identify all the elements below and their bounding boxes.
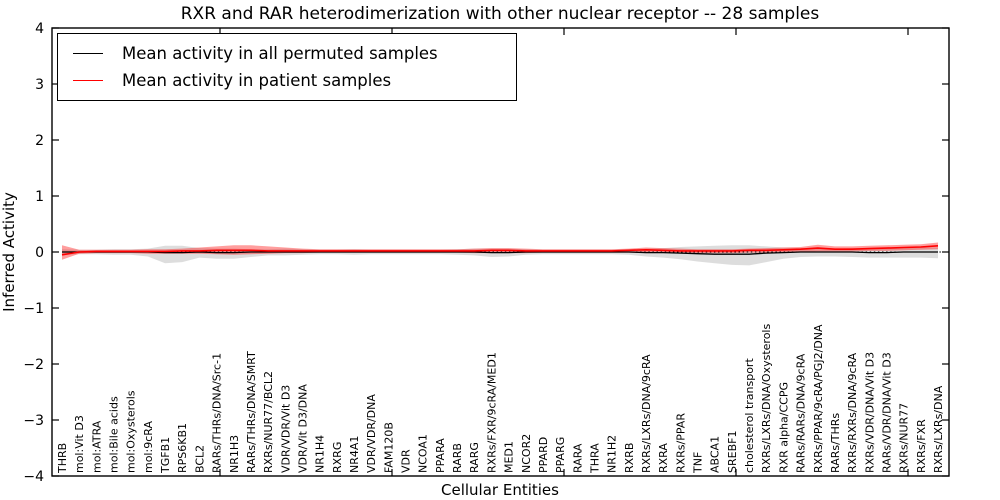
x-category-label: THRA: [589, 443, 602, 474]
x-category-label: RARs/THRs: [829, 413, 842, 473]
x-category-label: RXRs/PPAR/9cRA/PGJ2/DNA: [812, 324, 825, 473]
x-category-label: RXRs/LXRs/DNA/Oxysterols: [760, 324, 773, 473]
x-category-label: TGFB1: [159, 437, 172, 474]
y-tick-label: 4: [35, 21, 44, 37]
y-tick-label: −4: [23, 469, 44, 485]
x-category-label: RXRs/PPAR: [674, 413, 687, 473]
legend-item-patient: Mean activity in patient samples: [58, 67, 516, 94]
x-category-label: RXRs/LXRs/DNA: [932, 385, 945, 473]
y-tick-label: 3: [35, 77, 44, 93]
x-category-label: NR1H4: [314, 435, 327, 473]
x-category-label: RXRA: [657, 443, 670, 473]
x-category-label: RXRB: [623, 443, 636, 473]
patient-line-sample-icon: [73, 80, 103, 81]
legend: Mean activity in all permuted samples Me…: [57, 33, 517, 101]
y-tick-label: −1: [23, 301, 44, 317]
x-category-label: RXR alpha/CCPG: [777, 382, 790, 473]
legend-label-patient: Mean activity in patient samples: [122, 71, 392, 90]
x-category-label: mol:Bile acids: [108, 396, 121, 473]
x-category-label: RARA: [571, 443, 584, 473]
x-category-label: VDR/VDR/Vit D3: [279, 385, 292, 473]
x-category-label: RARs/THRs/DNA/Src-1: [211, 353, 224, 473]
y-tick-label: −3: [23, 413, 44, 429]
x-category-label: TNF: [692, 452, 705, 474]
x-category-label: RXRs/FXR/9cRA/MED1: [485, 352, 498, 473]
x-category-label: RARB: [451, 443, 464, 473]
y-tick-label: 0: [35, 245, 44, 261]
x-category-label: cholesterol transport: [743, 358, 756, 473]
x-category-label: NR1H3: [228, 435, 241, 473]
x-category-label: BCL2: [193, 445, 206, 473]
x-category-label: PPARD: [537, 437, 550, 473]
x-category-label: PPARG: [554, 437, 567, 473]
x-category-label: RXRs/NUR77/BCL2: [262, 371, 275, 473]
y-tick-label: 2: [35, 133, 44, 149]
legend-label-permuted: Mean activity in all permuted samples: [122, 44, 438, 63]
x-category-label: RXRs/LXRs/DNA/9cRA: [640, 354, 653, 473]
x-category-label: RXRs/RXRs/DNA/9cRA: [846, 352, 859, 473]
x-category-label: VDR/Vit D3/DNA: [297, 384, 310, 473]
x-category-label: NR1H2: [606, 435, 619, 473]
y-axis-label: Inferred Activity: [0, 192, 18, 312]
y-tick-label: −2: [23, 357, 44, 373]
x-category-label: RXRs/FXR: [915, 419, 928, 473]
x-category-label: NR4A1: [348, 436, 361, 473]
x-category-label: mol:Oxysterols: [125, 390, 138, 473]
x-category-label: RARs/RARs/DNA/9cRA: [795, 353, 808, 473]
chart-title: RXR and RAR heterodimerization with othe…: [180, 4, 820, 24]
x-category-label: mol:9cRA: [142, 421, 155, 473]
x-category-label: RARG: [468, 442, 481, 473]
legend-item-permuted: Mean activity in all permuted samples: [58, 40, 516, 67]
x-category-label: RXRs/NUR77: [898, 403, 911, 473]
x-category-label: SREBF1: [726, 431, 739, 473]
x-category-label: VDR/VDR/DNA: [365, 394, 378, 473]
x-category-label: THRB: [56, 443, 69, 474]
y-tick-label: 1: [35, 189, 44, 205]
x-category-label: mol:Vit D3: [73, 415, 86, 473]
permuted-line-sample-icon: [73, 53, 103, 54]
x-category-label: NCOR2: [520, 434, 533, 473]
permuted-mean-line: [62, 251, 938, 255]
patient-ci-band: [62, 242, 938, 260]
x-category-label: VDR: [400, 449, 413, 473]
x-category-label: ABCA1: [709, 436, 722, 473]
x-category-label: RXRG: [331, 442, 344, 473]
x-category-label: MED1: [503, 441, 516, 473]
patient-mean-line: [61, 245, 939, 256]
x-category-label: RXRs/VDR/DNA/Vit D3: [863, 352, 876, 473]
x-category-label: RPS6KB1: [176, 423, 189, 473]
x-category-label: mol:ATRA: [90, 420, 103, 473]
x-category-label: NCOA1: [417, 434, 430, 473]
x-axis-label: Cellular Entities: [441, 481, 559, 499]
x-category-label: RARs/THRs/DNA/SMRT: [245, 351, 258, 473]
x-category-label: PPARA: [434, 438, 447, 473]
x-category-label: RARs/VDR/DNA/Vit D3: [881, 352, 894, 473]
x-category-label: FAM120B: [382, 422, 395, 473]
